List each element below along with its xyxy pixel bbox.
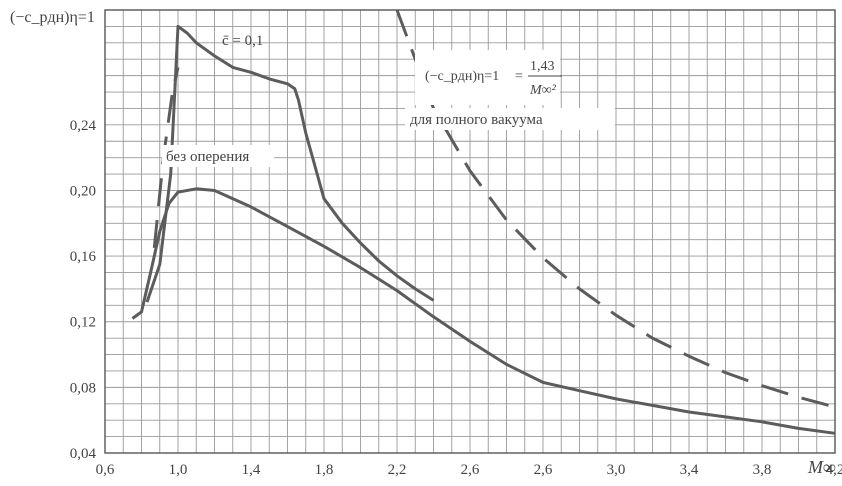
- series-line-c01: [145, 24, 435, 303]
- x-tick-label: 4,2: [826, 462, 842, 478]
- plot-border: [104, 9, 836, 454]
- y-axis-label: (−c_pдн)η=1: [10, 9, 95, 26]
- formula-backdrop: [415, 50, 560, 105]
- x-tick-label: 2,6: [534, 462, 553, 478]
- series-line-no_fins: [131, 187, 836, 435]
- y-tick-label: 0,16: [70, 249, 97, 265]
- series-line-fin_dashed: [152, 67, 180, 249]
- y-tick-label: 0,20: [70, 183, 96, 199]
- grid: [104, 9, 836, 454]
- y-tick-label: 0,12: [70, 315, 96, 331]
- x-tick-label: 1,4: [242, 462, 261, 478]
- formula-equals: =: [515, 69, 523, 84]
- x-tick-label: 3,4: [680, 462, 699, 478]
- formula-numerator: 1,43: [530, 59, 555, 74]
- y-tick-label: 0,24: [70, 118, 97, 134]
- x-tick-label: 3,0: [607, 462, 626, 478]
- vacuum-label: для полного вакуума: [410, 112, 543, 128]
- no-fins-backdrop: [162, 145, 274, 167]
- x-tick-label: 1,8: [315, 462, 334, 478]
- series-group: [131, 9, 836, 435]
- y-tick-label: 0,08: [70, 380, 96, 396]
- formula-lhs: (−c_pдн)η=1: [425, 69, 499, 84]
- x-tick-label: 2,2: [388, 462, 407, 478]
- x-tick-labels: 0,6 1,0 1,4 1,8 2,2 2,6 2,6 3,0 3,4 3,8 4,2: [96, 462, 842, 478]
- vacuum-backdrop: [405, 108, 615, 130]
- plot-frame: [104, 9, 836, 454]
- x-tick-label: 2,6: [461, 462, 480, 478]
- x-tick-label: 3,8: [753, 462, 772, 478]
- formula-denominator: M∞²: [529, 83, 557, 98]
- c-bar-label: c̄ = 0,1: [222, 33, 263, 49]
- x-tick-label: 1,0: [169, 462, 188, 478]
- series-line-vacuum: [395, 9, 836, 409]
- no-fins-label: без оперения: [166, 149, 249, 165]
- y-tick-label: 0,04: [70, 446, 97, 462]
- y-tick-labels: 0,04 0,08 0,12 0,16 0,20 0,24: [70, 118, 97, 462]
- x-axis-label: M∞: [807, 457, 836, 477]
- x-tick-label: 0,6: [96, 462, 115, 478]
